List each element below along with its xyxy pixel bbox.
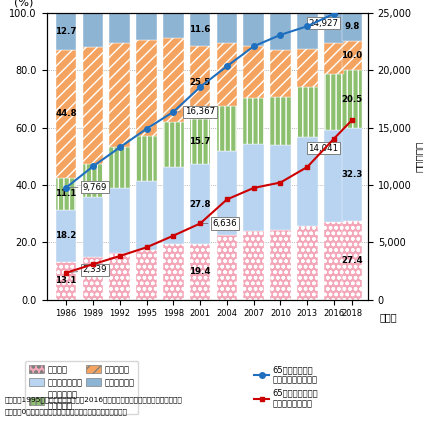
Text: 24,927: 24,927 — [308, 14, 338, 28]
Bar — [56, 210, 77, 262]
Bar — [163, 122, 184, 167]
Bar — [136, 136, 157, 181]
Bar — [270, 97, 291, 145]
Text: 25.5: 25.5 — [190, 78, 211, 87]
Text: 6,636: 6,636 — [203, 219, 237, 228]
Bar — [136, 250, 157, 300]
Bar — [136, 13, 157, 40]
Bar — [82, 47, 103, 164]
Bar — [297, 87, 318, 137]
Text: 9,769: 9,769 — [69, 183, 107, 192]
Bar — [324, 13, 344, 43]
Bar — [217, 151, 237, 235]
Bar — [342, 128, 362, 221]
Text: 2,339: 2,339 — [69, 265, 107, 274]
Bar — [56, 178, 77, 210]
Bar — [56, 13, 77, 50]
Bar — [324, 74, 344, 130]
Bar — [82, 13, 103, 47]
Text: 20.5: 20.5 — [341, 95, 363, 104]
Bar — [163, 244, 184, 300]
Bar — [342, 41, 362, 70]
Bar — [270, 145, 291, 230]
Y-axis label: (%): (%) — [14, 0, 34, 7]
Bar — [324, 43, 344, 74]
Bar — [342, 13, 362, 41]
Bar — [342, 221, 362, 300]
Text: 44.8: 44.8 — [55, 109, 77, 118]
Bar — [136, 181, 157, 250]
Bar — [110, 147, 130, 188]
Bar — [324, 130, 344, 222]
Bar — [110, 43, 130, 147]
Bar — [217, 13, 237, 43]
Bar — [190, 244, 210, 300]
Text: 資料）　0庁労働省「国民生活基礎調査」より国土交通省作成: 資料） 0庁労働省「国民生活基礎調査」より国土交通省作成 — [4, 409, 127, 415]
Text: 18.2: 18.2 — [55, 232, 77, 241]
Bar — [56, 50, 77, 178]
Text: 27.8: 27.8 — [190, 199, 211, 208]
Bar — [243, 98, 264, 144]
Bar — [82, 197, 103, 257]
Bar — [82, 257, 103, 300]
Y-axis label: （千世帯）: （千世帯） — [415, 140, 423, 172]
Bar — [110, 188, 130, 253]
Bar — [190, 119, 210, 164]
Text: （注）　1995年の数値は兵庫県を、2016年の数値は熊本県を除いたものである。: （注） 1995年の数値は兵庫県を、2016年の数値は熊本県を除いたものである。 — [4, 396, 182, 402]
Text: 11.1: 11.1 — [55, 190, 77, 199]
Bar — [163, 13, 184, 38]
Bar — [190, 13, 210, 46]
Text: 15.7: 15.7 — [190, 137, 211, 146]
Bar — [217, 43, 237, 106]
Bar — [297, 137, 318, 226]
Bar — [324, 222, 344, 300]
Bar — [342, 70, 362, 128]
Bar — [190, 164, 210, 244]
Bar — [217, 106, 237, 151]
Text: 19.4: 19.4 — [190, 267, 211, 276]
Bar — [270, 230, 291, 300]
Bar — [243, 232, 264, 300]
Bar — [270, 13, 291, 50]
Bar — [297, 13, 318, 49]
Bar — [243, 144, 264, 232]
Text: 12.7: 12.7 — [55, 27, 77, 36]
Text: （年）: （年） — [379, 312, 397, 323]
Text: 27.4: 27.4 — [341, 256, 363, 265]
Text: 10.0: 10.0 — [341, 51, 363, 60]
Bar — [110, 13, 130, 43]
Text: 13.1: 13.1 — [55, 276, 77, 285]
Bar — [243, 13, 264, 45]
Text: 14,041: 14,041 — [308, 139, 338, 153]
Bar — [217, 235, 237, 300]
Text: 11.6: 11.6 — [190, 25, 211, 34]
Text: 16,367: 16,367 — [176, 107, 215, 116]
Bar — [163, 38, 184, 122]
Bar — [163, 167, 184, 244]
Bar — [82, 164, 103, 197]
Legend: 65歳以上の者が
いる世帯数（右軸）, 65歳以上の者のみ
の世帯数（右軸）: 65歳以上の者が いる世帯数（右軸）, 65歳以上の者のみ の世帯数（右軸） — [250, 361, 322, 413]
Bar — [110, 253, 130, 300]
Text: 9.8: 9.8 — [344, 22, 360, 31]
Bar — [297, 49, 318, 87]
Text: 32.3: 32.3 — [341, 170, 363, 179]
Bar — [56, 262, 77, 300]
Bar — [190, 46, 210, 119]
Bar — [297, 226, 318, 300]
Bar — [270, 50, 291, 97]
Bar — [136, 40, 157, 136]
Bar — [243, 45, 264, 98]
